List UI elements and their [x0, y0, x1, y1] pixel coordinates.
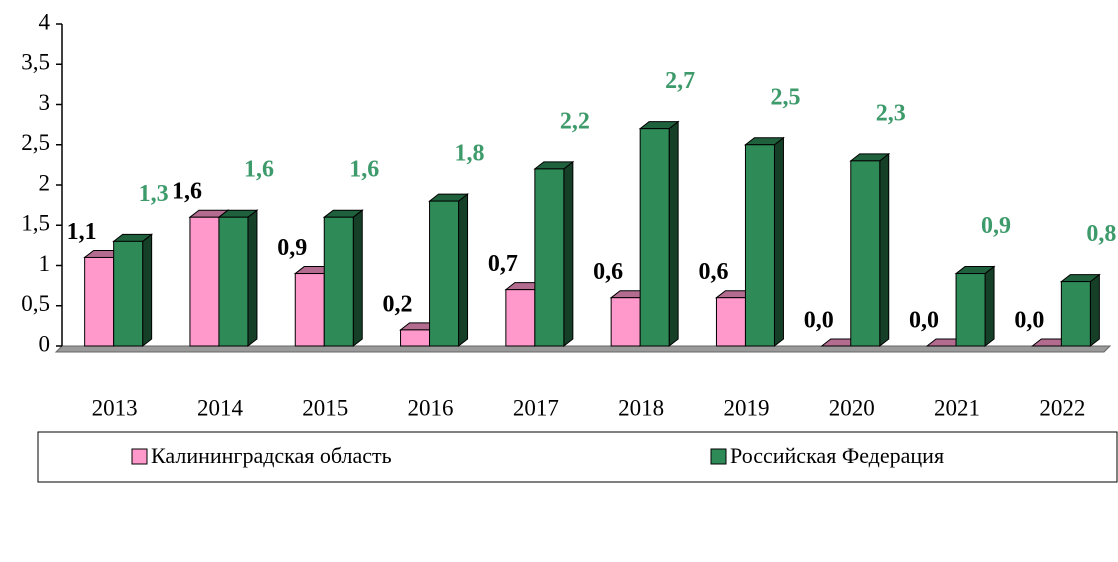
- bar-side: [458, 193, 469, 348]
- y-tick-label: 0: [39, 331, 51, 356]
- bar: [189, 216, 220, 347]
- bar: [1060, 281, 1091, 347]
- value-label: 0,6: [698, 259, 728, 285]
- value-label: 0,2: [383, 291, 413, 317]
- bar: [744, 144, 775, 347]
- value-label: 0,6: [593, 259, 623, 285]
- value-label: 1,6: [172, 179, 202, 205]
- value-label: 1,6: [244, 157, 274, 183]
- bar-side: [142, 233, 153, 348]
- y-tick-label: 4: [39, 9, 51, 34]
- x-tick-label: 2017: [513, 395, 559, 420]
- x-tick-label: 2018: [618, 395, 664, 420]
- bar-side: [879, 152, 890, 348]
- x-tick-label: 2022: [1039, 395, 1085, 420]
- bar-side: [668, 120, 679, 348]
- value-label: 0,9: [277, 235, 307, 261]
- x-tick-label: 2016: [408, 395, 454, 420]
- x-tick-label: 2015: [302, 395, 348, 420]
- bar: [294, 273, 325, 347]
- bar: [715, 297, 746, 347]
- y-tick-label: 2: [39, 170, 51, 195]
- legend-box: [37, 431, 1118, 483]
- bar: [850, 160, 881, 347]
- x-tick-label: 2014: [197, 395, 244, 420]
- bar-side: [352, 209, 363, 348]
- y-tick-label: 3,5: [21, 50, 50, 75]
- value-label: 1,1: [67, 219, 97, 245]
- bar: [218, 216, 249, 347]
- value-label: 2,5: [770, 84, 800, 110]
- value-label: 2,3: [876, 100, 906, 126]
- value-label: 0,9: [981, 213, 1011, 239]
- bar-side: [1089, 273, 1100, 348]
- value-label: 0,7: [488, 251, 518, 277]
- bar: [534, 168, 565, 347]
- y-tick-label: 1: [39, 251, 51, 276]
- y-tick-label: 2,5: [21, 130, 50, 155]
- bar-side: [247, 209, 258, 348]
- value-label: 1,6: [349, 157, 379, 183]
- x-tick-label: 2020: [829, 395, 875, 420]
- value-label: 0,0: [909, 308, 939, 334]
- value-label: 1,8: [455, 141, 485, 167]
- y-tick-label: 1,5: [21, 211, 50, 236]
- bar-side: [984, 265, 995, 348]
- bar: [639, 128, 670, 347]
- bar: [429, 200, 460, 347]
- bar: [113, 240, 144, 347]
- legend-swatch: [710, 448, 727, 465]
- x-tick-label: 2021: [934, 395, 980, 420]
- bar: [955, 273, 986, 347]
- bar: [323, 216, 354, 347]
- bar: [505, 289, 536, 347]
- x-tick-label: 2013: [92, 395, 138, 420]
- value-label: 2,7: [665, 68, 695, 94]
- legend-swatch: [131, 448, 148, 465]
- y-tick-label: 0,5: [21, 291, 50, 316]
- floor: [54, 345, 1112, 353]
- legend-label: Калининградская область: [151, 443, 392, 468]
- value-label: 0,8: [1086, 221, 1116, 247]
- value-label: 2,2: [560, 108, 590, 134]
- bar: [400, 329, 431, 347]
- legend-label: Российская Федерация: [730, 443, 944, 468]
- bar: [84, 256, 115, 347]
- bar-side: [563, 160, 574, 348]
- bar-side: [773, 136, 784, 348]
- value-label: 1,3: [139, 181, 169, 207]
- value-label: 0,0: [1014, 308, 1044, 334]
- bar: [610, 297, 641, 347]
- x-tick-label: 2019: [723, 395, 769, 420]
- value-label: 0,0: [804, 308, 834, 334]
- y-tick-label: 3: [39, 90, 51, 115]
